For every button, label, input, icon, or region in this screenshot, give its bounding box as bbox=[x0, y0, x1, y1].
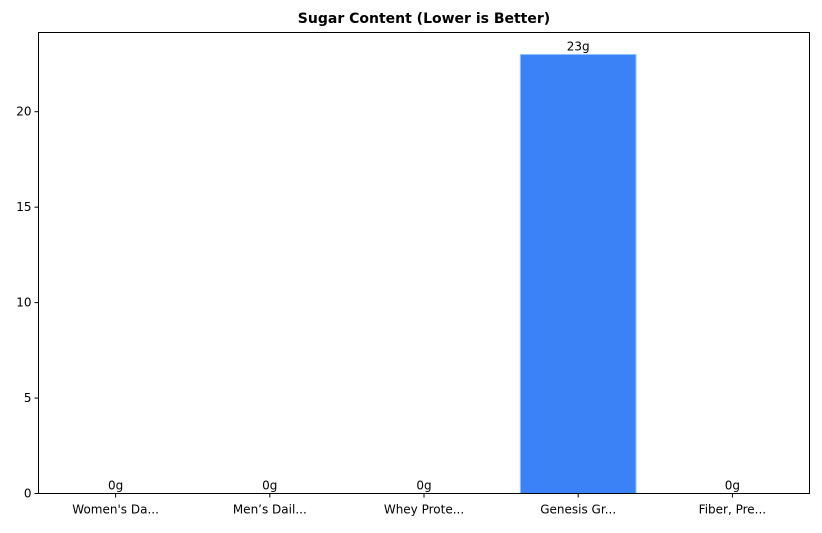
bar-3 bbox=[519, 53, 637, 494]
y-tick-label: 10 bbox=[16, 296, 31, 310]
data-label: 0g bbox=[108, 479, 123, 493]
x-tick-label: Genesis Gr... bbox=[540, 503, 616, 517]
y-tick-label: 5 bbox=[24, 391, 32, 405]
x-tick-label: Women's Da... bbox=[72, 503, 159, 517]
data-label: 23g bbox=[567, 39, 590, 53]
y-tick-label: 20 bbox=[16, 105, 31, 119]
bars-layer bbox=[519, 53, 637, 494]
data-labels-layer: 0g 0g 0g 23g 0g bbox=[108, 39, 740, 492]
chart-title: Sugar Content (Lower is Better) bbox=[298, 11, 550, 27]
y-tick-label: 0 bbox=[24, 487, 32, 501]
x-tick-label: Fiber, Pre... bbox=[699, 503, 766, 517]
x-tick-label: Men’s Dail... bbox=[233, 503, 307, 517]
plot-frame bbox=[38, 32, 810, 494]
data-label: 0g bbox=[416, 479, 431, 493]
data-label: 0g bbox=[725, 479, 740, 493]
ticks-layer: Women's Da... Men’s Dail... Whey Prote... G… bbox=[16, 105, 766, 517]
data-label: 0g bbox=[262, 479, 277, 493]
y-tick-label: 15 bbox=[16, 200, 31, 214]
x-tick-label: Whey Prote... bbox=[384, 503, 464, 517]
